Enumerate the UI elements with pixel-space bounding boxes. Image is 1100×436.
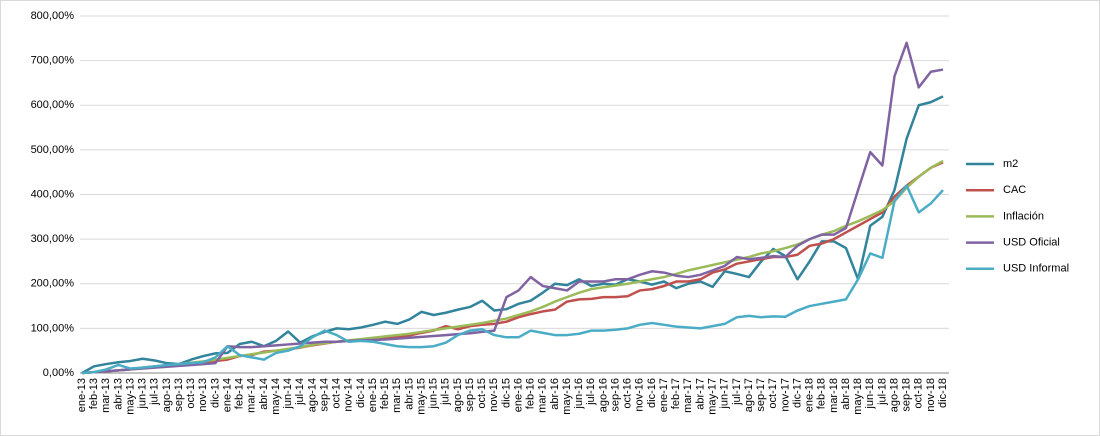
x-tick-label: jul-14 [294, 378, 306, 406]
x-tick-label: abr-14 [258, 378, 270, 410]
x-tick-label: jun-13 [137, 378, 149, 410]
x-tick-label: dic-16 [646, 378, 658, 408]
x-tick-label: ene-15 [367, 378, 379, 412]
x-tick-label: dic-13 [209, 378, 221, 408]
x-tick-label: feb-13 [88, 378, 100, 409]
x-tick-label: dic-18 [937, 378, 949, 408]
x-tick-label: ago-17 [743, 378, 755, 412]
x-tick-label: feb-16 [525, 378, 537, 409]
x-tick-label: ago-13 [161, 378, 173, 412]
x-tick-label: dic-17 [791, 378, 803, 408]
x-tick-label: ene-16 [512, 378, 524, 412]
x-tick-label: nov-14 [343, 378, 355, 412]
x-tick-label: may-17 [706, 378, 718, 415]
x-tick-label: oct-18 [913, 378, 925, 409]
x-tick-label: nov-15 [488, 378, 500, 412]
line-series [81, 161, 944, 375]
x-tick-label: dic-15 [500, 378, 512, 408]
y-tick-label: 100,00% [31, 322, 75, 334]
x-tick-label: jul-18 [876, 378, 888, 406]
x-tick-label: sep-15 [464, 378, 476, 412]
x-tick-label: ene-18 [804, 378, 816, 412]
x-tick-label: ago-18 [888, 378, 900, 412]
x-tick-label: abr-13 [112, 378, 124, 410]
x-tick-label: jun-18 [864, 378, 876, 410]
line-series [81, 95, 944, 375]
x-tick-label: oct-15 [476, 378, 488, 409]
x-tick-label: may-15 [415, 378, 427, 415]
x-tick-label: oct-14 [331, 378, 343, 409]
x-tick-label: jun-17 [719, 378, 731, 410]
x-tick-label: may-14 [270, 378, 282, 415]
x-tick-label: ago-16 [597, 378, 609, 412]
x-tick-label: mar-17 [682, 378, 694, 413]
x-tick-label: ene-17 [658, 378, 670, 412]
x-tick-label: mar-13 [100, 378, 112, 413]
x-tick-label: mar-15 [391, 378, 403, 413]
y-tick-label: 200,00% [31, 278, 75, 290]
x-tick-label: nov-17 [779, 378, 791, 412]
y-tick-label: 700,00% [31, 55, 75, 67]
x-tick-label: oct-13 [185, 378, 197, 409]
y-tick-label: 500,00% [31, 144, 75, 156]
x-tick-label: sep-17 [755, 378, 767, 412]
legend-label: CAC [1003, 184, 1026, 196]
y-tick-label: 0,00% [43, 367, 74, 379]
x-tick-label: may-16 [561, 378, 573, 415]
x-tick-label: jul-15 [440, 378, 452, 406]
x-tick-label: ene-13 [76, 378, 88, 412]
x-tick-label: mar-14 [246, 378, 258, 413]
y-tick-label: 300,00% [31, 233, 75, 245]
y-tick-label: 400,00% [31, 188, 75, 200]
x-tick-label: may-18 [852, 378, 864, 415]
x-tick-label: abr-16 [549, 378, 561, 410]
x-tick-label: sep-18 [901, 378, 913, 412]
x-tick-label: oct-17 [767, 378, 779, 409]
legend-label: USD Oficial [1003, 237, 1060, 249]
x-tick-label: sep-16 [609, 378, 621, 412]
x-tick-label: jul-13 [149, 378, 161, 406]
x-tick-label: dic-14 [355, 378, 367, 408]
x-tick-label: sep-14 [318, 378, 330, 412]
x-tick-label: ago-15 [452, 378, 464, 412]
x-tick-label: feb-15 [379, 378, 391, 409]
x-tick-label: nov-13 [197, 378, 209, 412]
legend-label: m2 [1003, 158, 1018, 170]
legend-label: USD Informal [1003, 263, 1069, 275]
x-tick-label: abr-18 [840, 378, 852, 410]
x-tick-label: ago-14 [306, 378, 318, 412]
x-tick-label: may-13 [124, 378, 136, 415]
line-series [81, 184, 944, 375]
x-tick-label: jun-14 [282, 378, 294, 410]
y-tick-label: 800,00% [31, 10, 75, 22]
x-tick-label: abr-15 [403, 378, 415, 410]
x-tick-label: ene-14 [221, 378, 233, 412]
x-tick-label: nov-18 [925, 378, 937, 412]
legend-label: Inflación [1003, 210, 1044, 222]
x-tick-label: sep-13 [173, 378, 185, 412]
x-tick-label: feb-17 [670, 378, 682, 409]
x-tick-label: abr-17 [694, 378, 706, 410]
x-tick-label: jun-16 [573, 378, 585, 410]
y-tick-label: 600,00% [31, 99, 75, 111]
x-tick-label: jun-15 [428, 378, 440, 410]
x-tick-label: oct-16 [622, 378, 634, 409]
x-tick-label: jul-16 [585, 378, 597, 406]
x-tick-label: mar-18 [828, 378, 840, 413]
x-tick-label: feb-14 [234, 378, 246, 409]
x-tick-label: feb-18 [816, 378, 828, 409]
x-tick-label: mar-16 [537, 378, 549, 413]
x-tick-label: jul-17 [731, 378, 743, 406]
x-tick-label: nov-16 [634, 378, 646, 412]
